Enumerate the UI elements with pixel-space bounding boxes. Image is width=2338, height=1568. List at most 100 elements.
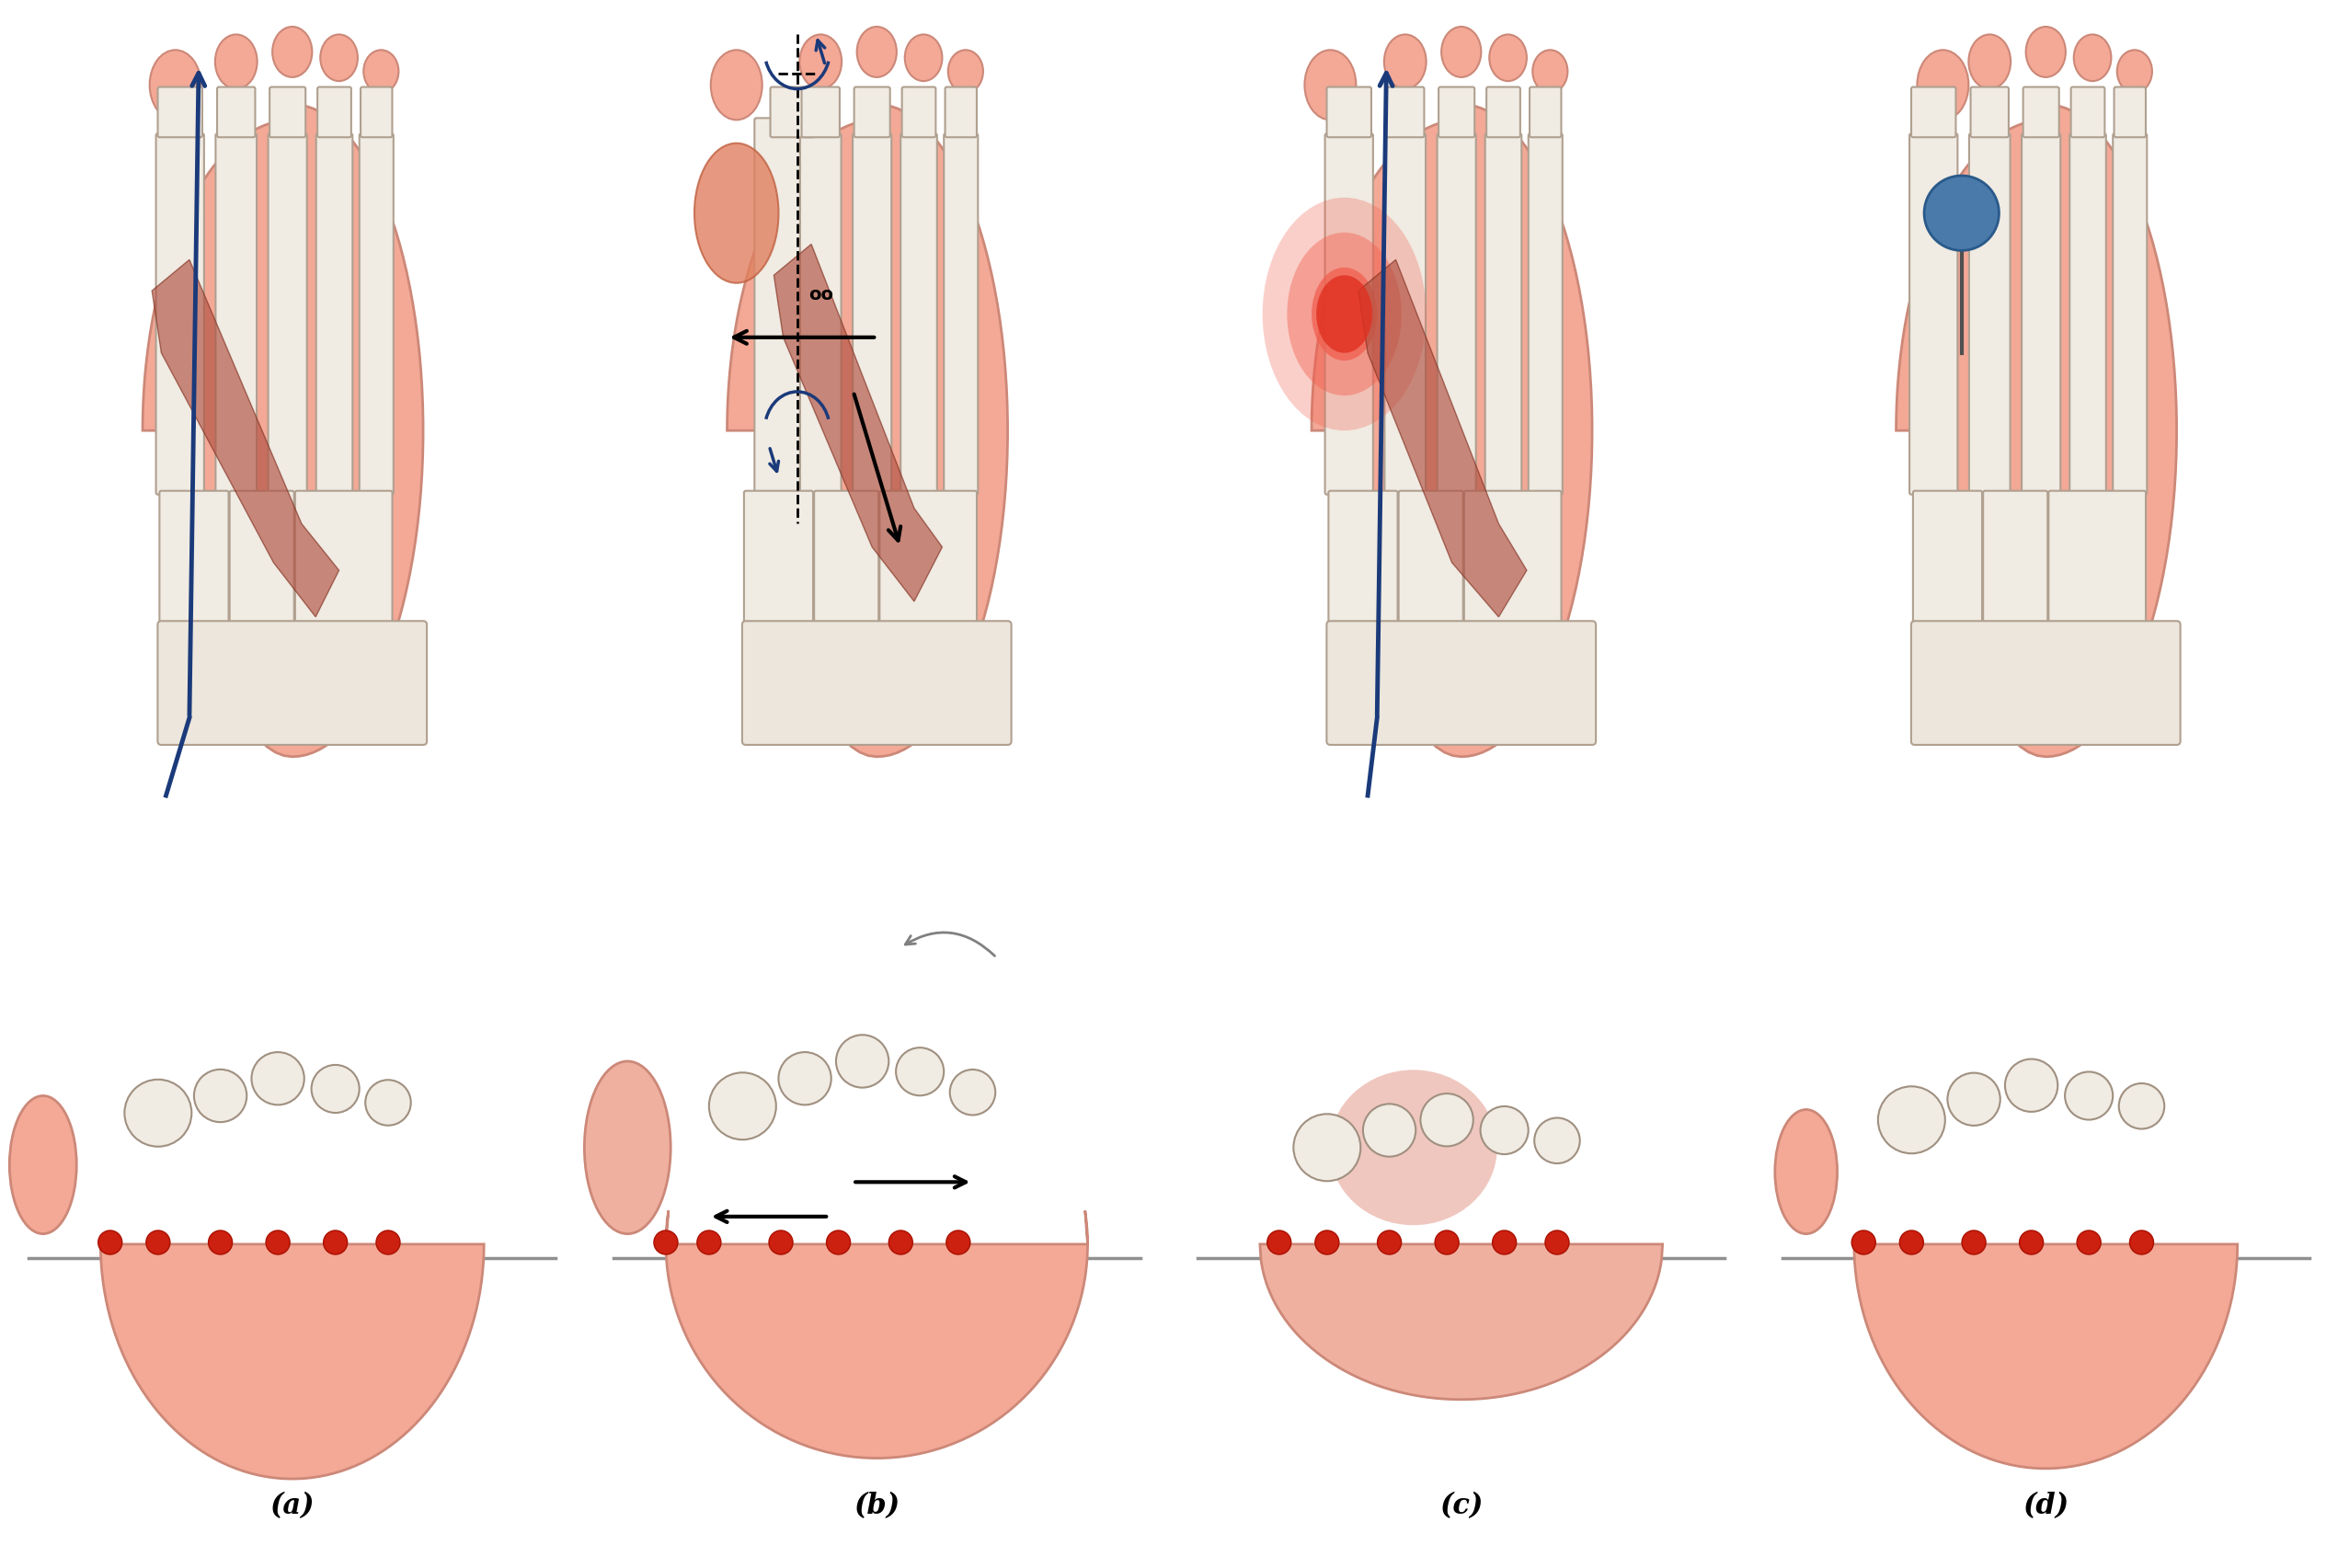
- FancyBboxPatch shape: [1438, 88, 1475, 138]
- FancyBboxPatch shape: [2048, 491, 2146, 627]
- Circle shape: [1924, 177, 1999, 251]
- FancyBboxPatch shape: [945, 88, 977, 138]
- FancyBboxPatch shape: [743, 491, 814, 627]
- Circle shape: [1877, 1087, 1945, 1154]
- Ellipse shape: [150, 50, 201, 121]
- FancyBboxPatch shape: [1983, 491, 2048, 627]
- Circle shape: [708, 1073, 776, 1140]
- Circle shape: [655, 1231, 678, 1254]
- Ellipse shape: [215, 36, 257, 89]
- Ellipse shape: [1917, 50, 1969, 121]
- Circle shape: [208, 1231, 231, 1254]
- Circle shape: [947, 1231, 970, 1254]
- FancyBboxPatch shape: [295, 491, 393, 627]
- FancyBboxPatch shape: [853, 135, 891, 495]
- Ellipse shape: [1330, 1071, 1496, 1226]
- Circle shape: [267, 1231, 290, 1254]
- FancyBboxPatch shape: [769, 88, 816, 138]
- Polygon shape: [727, 105, 1008, 757]
- FancyBboxPatch shape: [2114, 135, 2146, 495]
- Circle shape: [1948, 1073, 2001, 1126]
- FancyBboxPatch shape: [2022, 135, 2060, 495]
- FancyBboxPatch shape: [1971, 88, 2008, 138]
- Ellipse shape: [694, 144, 779, 284]
- Polygon shape: [1896, 105, 2177, 757]
- FancyBboxPatch shape: [2022, 88, 2060, 138]
- Ellipse shape: [320, 36, 358, 82]
- Circle shape: [2006, 1060, 2057, 1112]
- Ellipse shape: [1312, 268, 1377, 361]
- Polygon shape: [1854, 1245, 2237, 1469]
- Polygon shape: [101, 1245, 484, 1479]
- Polygon shape: [1312, 105, 1592, 757]
- Circle shape: [2064, 1073, 2114, 1120]
- Circle shape: [1377, 1231, 1400, 1254]
- Ellipse shape: [1969, 36, 2011, 89]
- FancyBboxPatch shape: [157, 135, 203, 495]
- Circle shape: [1436, 1231, 1459, 1254]
- Polygon shape: [666, 1210, 1087, 1458]
- FancyBboxPatch shape: [1487, 88, 1520, 138]
- Text: (d): (d): [2022, 1491, 2069, 1519]
- Ellipse shape: [711, 50, 762, 121]
- FancyBboxPatch shape: [1386, 88, 1424, 138]
- Polygon shape: [1358, 260, 1527, 618]
- Circle shape: [253, 1052, 304, 1105]
- FancyBboxPatch shape: [1438, 135, 1475, 495]
- FancyBboxPatch shape: [1384, 135, 1426, 495]
- Circle shape: [888, 1231, 912, 1254]
- Circle shape: [2118, 1083, 2165, 1129]
- Circle shape: [1363, 1104, 1417, 1157]
- Text: (c): (c): [1440, 1491, 1482, 1519]
- Ellipse shape: [365, 50, 400, 94]
- Ellipse shape: [1489, 36, 1527, 82]
- FancyBboxPatch shape: [802, 88, 839, 138]
- FancyBboxPatch shape: [1969, 135, 2011, 495]
- FancyBboxPatch shape: [800, 135, 842, 495]
- Ellipse shape: [1316, 276, 1372, 354]
- FancyBboxPatch shape: [360, 135, 393, 495]
- FancyBboxPatch shape: [902, 88, 935, 138]
- Circle shape: [1898, 1231, 1924, 1254]
- FancyBboxPatch shape: [853, 88, 891, 138]
- Circle shape: [1314, 1231, 1340, 1254]
- FancyBboxPatch shape: [741, 621, 1012, 745]
- Circle shape: [769, 1231, 793, 1254]
- Polygon shape: [152, 260, 339, 618]
- FancyBboxPatch shape: [1326, 88, 1372, 138]
- Circle shape: [1534, 1118, 1580, 1163]
- Ellipse shape: [2118, 50, 2151, 94]
- FancyBboxPatch shape: [1398, 491, 1464, 627]
- FancyBboxPatch shape: [1910, 88, 1957, 138]
- Ellipse shape: [2074, 36, 2111, 82]
- FancyBboxPatch shape: [1529, 88, 1562, 138]
- Polygon shape: [1260, 1245, 1662, 1400]
- FancyBboxPatch shape: [2071, 88, 2104, 138]
- Ellipse shape: [858, 28, 898, 78]
- Polygon shape: [143, 105, 423, 757]
- Ellipse shape: [1384, 36, 1426, 89]
- FancyBboxPatch shape: [1326, 621, 1597, 745]
- FancyBboxPatch shape: [1910, 621, 2181, 745]
- Circle shape: [949, 1069, 996, 1115]
- Ellipse shape: [905, 36, 942, 82]
- Ellipse shape: [1288, 234, 1403, 397]
- FancyBboxPatch shape: [1910, 135, 1957, 495]
- FancyBboxPatch shape: [318, 88, 351, 138]
- Ellipse shape: [1775, 1110, 1838, 1234]
- Circle shape: [323, 1231, 348, 1254]
- Circle shape: [2130, 1231, 2153, 1254]
- FancyBboxPatch shape: [1328, 491, 1398, 627]
- Circle shape: [697, 1231, 720, 1254]
- Circle shape: [1962, 1231, 1985, 1254]
- FancyBboxPatch shape: [1529, 135, 1562, 495]
- Ellipse shape: [9, 1096, 77, 1234]
- Circle shape: [1267, 1231, 1291, 1254]
- Circle shape: [825, 1231, 851, 1254]
- Ellipse shape: [949, 50, 984, 94]
- Circle shape: [311, 1065, 360, 1113]
- Circle shape: [124, 1080, 192, 1146]
- FancyBboxPatch shape: [1485, 135, 1522, 495]
- Ellipse shape: [274, 28, 313, 78]
- Circle shape: [1293, 1115, 1361, 1181]
